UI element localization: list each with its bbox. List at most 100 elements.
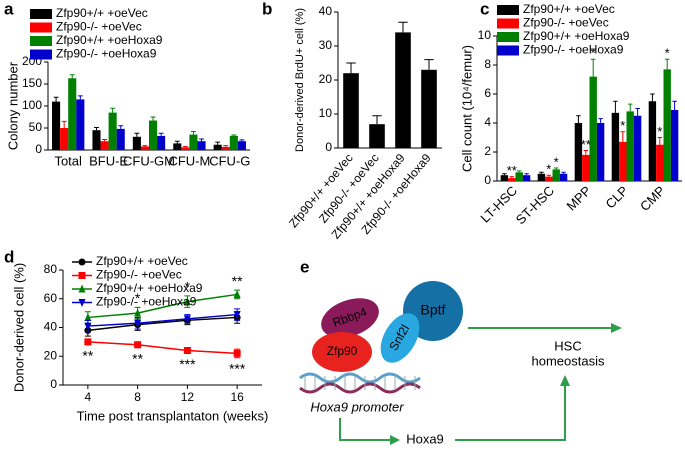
line bbox=[87, 293, 238, 319]
error-bar bbox=[239, 139, 245, 142]
error-bar bbox=[398, 21, 408, 33]
marker bbox=[233, 311, 241, 320]
legend-label: Zfp90-/- +oeVec bbox=[56, 20, 142, 34]
error-bar bbox=[191, 131, 196, 135]
legend-swatch bbox=[30, 9, 52, 19]
error-bar bbox=[576, 115, 581, 123]
error-bar bbox=[627, 103, 633, 112]
error-bar bbox=[174, 140, 180, 144]
y-tick-label: 40 bbox=[319, 4, 333, 18]
error-bar bbox=[553, 167, 559, 170]
x-tick-label: 12 bbox=[181, 390, 195, 404]
promoter-label: Hoxa9 promoter bbox=[310, 399, 404, 414]
error-bar bbox=[182, 145, 188, 148]
legend-swatch bbox=[30, 22, 52, 33]
bar bbox=[596, 123, 605, 181]
y-tick-label: 50 bbox=[29, 120, 43, 134]
marker bbox=[84, 322, 92, 331]
annotation: ** bbox=[581, 137, 591, 152]
product-label: Hoxa9 bbox=[406, 431, 444, 446]
x-tick-label: Total bbox=[54, 153, 82, 168]
x-tick-label: CLP bbox=[603, 183, 631, 211]
legend-marker bbox=[78, 299, 86, 307]
annotation: *** bbox=[229, 360, 246, 376]
error-bar bbox=[158, 132, 164, 136]
annotation: * bbox=[554, 154, 559, 169]
bar bbox=[76, 99, 85, 150]
y-tick-label: 30 bbox=[319, 38, 333, 52]
y-tick-label: 20 bbox=[44, 348, 58, 362]
panel-letter: c bbox=[480, 0, 489, 18]
bar bbox=[656, 144, 664, 181]
protein-zfp90 bbox=[312, 332, 372, 372]
line bbox=[87, 341, 238, 355]
legend-label: Zfp90-/- +oeHoxa9 bbox=[56, 47, 157, 61]
bar bbox=[663, 69, 671, 181]
legend-label: Zfp90+/+ +oeHoxa9 bbox=[56, 33, 163, 47]
bar bbox=[421, 69, 437, 148]
marker bbox=[134, 341, 142, 349]
bar bbox=[132, 136, 141, 150]
marker bbox=[134, 308, 142, 317]
x-tick-label: MPP bbox=[564, 183, 595, 214]
panel-letter: b bbox=[262, 0, 272, 18]
panel-c: c Cell count (10⁴/femur) 0 2 4 6 8 10 LT-HSCST-H… bbox=[459, 0, 682, 227]
annotation: * bbox=[135, 290, 141, 306]
error-bar bbox=[539, 171, 544, 174]
legend-label: Zfp90+/+ +oeVec bbox=[523, 2, 615, 16]
marker bbox=[233, 289, 241, 298]
y-tick-label: 40 bbox=[44, 320, 58, 334]
bar bbox=[626, 111, 634, 181]
error-bar bbox=[620, 131, 626, 142]
protein-label: Bptf bbox=[421, 302, 446, 318]
bar bbox=[60, 128, 69, 150]
bar bbox=[108, 112, 117, 150]
marker bbox=[183, 347, 191, 354]
error-bar bbox=[118, 125, 124, 129]
y-tick-label: 8 bbox=[484, 57, 491, 71]
bar bbox=[221, 146, 230, 150]
annotation: * bbox=[657, 124, 662, 139]
error-bar bbox=[516, 170, 522, 173]
panel-e: e Rbbp4 Snf2l Bptf Zfp90 Hoxa9 promoter … bbox=[299, 257, 622, 446]
legend-swatch bbox=[497, 18, 519, 29]
bar bbox=[181, 147, 190, 150]
bar bbox=[229, 135, 238, 150]
annotation: * bbox=[185, 279, 191, 295]
bar bbox=[574, 123, 583, 181]
bar bbox=[189, 134, 198, 150]
error-bar bbox=[199, 138, 204, 142]
bar bbox=[213, 144, 222, 150]
y-tick-label: 2 bbox=[484, 144, 491, 158]
bar bbox=[237, 141, 246, 150]
marker bbox=[84, 312, 92, 321]
bar bbox=[92, 130, 101, 150]
arrow bbox=[339, 418, 392, 441]
x-tick-label: CMP bbox=[637, 183, 668, 214]
legend-label: Zfp90-/- +oeVec bbox=[96, 268, 182, 282]
legend-label: Zfp90+/+ +oeHoxa9 bbox=[523, 29, 630, 43]
error-bar bbox=[502, 173, 507, 176]
x-tick-label: CFU-G bbox=[209, 153, 250, 168]
bar bbox=[545, 176, 553, 181]
line bbox=[87, 313, 238, 327]
error-bar bbox=[546, 174, 552, 177]
error-bar bbox=[650, 93, 655, 102]
legend-label: Zfp90-/- +oeHoxa9 bbox=[523, 43, 624, 57]
marker bbox=[183, 315, 191, 324]
y-tick-label: 10 bbox=[478, 28, 492, 42]
y-tick-label: 4 bbox=[484, 115, 491, 129]
annotation: *** bbox=[179, 356, 196, 372]
legend-label: Zfp90-/- +oeVec bbox=[523, 16, 609, 30]
y-axis-label: Donor-derived cell (%) bbox=[11, 263, 26, 392]
bar bbox=[100, 141, 109, 150]
panel-letter: a bbox=[4, 0, 14, 18]
error-bar bbox=[346, 62, 356, 74]
bar bbox=[157, 135, 166, 150]
y-tick-label: 0 bbox=[35, 142, 42, 156]
bar bbox=[552, 169, 560, 181]
x-axis-label: Time post transplantaton (weeks) bbox=[77, 408, 269, 423]
y-tick-label: 100 bbox=[22, 98, 42, 112]
